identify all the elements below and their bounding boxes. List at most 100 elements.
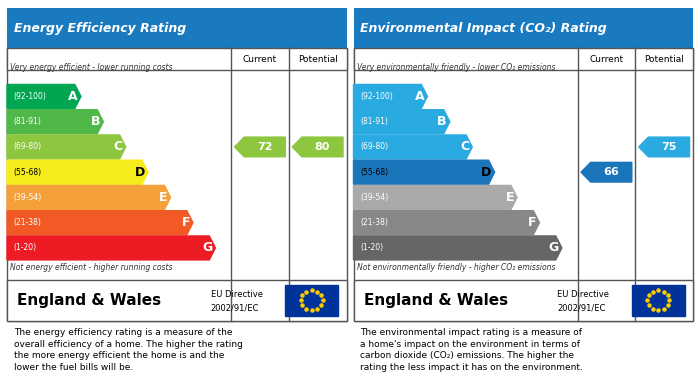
Point: [301, 306, 312, 312]
Text: 2002/91/EC: 2002/91/EC: [211, 303, 259, 313]
Point: [317, 297, 328, 303]
Bar: [7, 48, 346, 70]
Bar: [7, 48, 346, 321]
Point: [648, 289, 659, 295]
Text: (21-38): (21-38): [360, 218, 388, 227]
Text: D: D: [482, 166, 491, 179]
Text: 75: 75: [662, 142, 677, 152]
Polygon shape: [7, 160, 148, 184]
Text: EU Directive: EU Directive: [557, 289, 609, 299]
Polygon shape: [7, 185, 171, 210]
Point: [652, 307, 664, 314]
Point: [642, 297, 653, 303]
Bar: [632, 285, 685, 316]
Text: 2002/91/EC: 2002/91/EC: [557, 303, 606, 313]
Text: The environmental impact rating is a measure of
a home's impact on the environme: The environmental impact rating is a mea…: [360, 328, 583, 372]
Text: (55-68): (55-68): [360, 168, 388, 177]
Text: (81-91): (81-91): [14, 117, 42, 126]
Point: [662, 292, 673, 298]
Polygon shape: [581, 162, 632, 182]
Polygon shape: [354, 185, 517, 210]
Polygon shape: [234, 137, 286, 157]
Text: (81-91): (81-91): [360, 117, 388, 126]
Point: [297, 302, 308, 308]
Text: Very energy efficient - lower running costs: Very energy efficient - lower running co…: [10, 63, 173, 72]
Point: [297, 292, 308, 298]
Polygon shape: [7, 135, 126, 159]
Bar: [354, 48, 693, 70]
Point: [662, 302, 673, 308]
Text: C: C: [113, 140, 122, 153]
Text: B: B: [438, 115, 447, 128]
Text: Potential: Potential: [644, 55, 684, 64]
Text: G: G: [202, 241, 212, 255]
Text: Not environmentally friendly - higher CO₂ emissions: Not environmentally friendly - higher CO…: [357, 263, 555, 272]
Text: B: B: [91, 115, 100, 128]
Point: [306, 307, 317, 314]
Text: Current: Current: [243, 55, 277, 64]
Text: A: A: [415, 90, 424, 103]
Polygon shape: [354, 236, 562, 260]
Text: The energy efficiency rating is a measure of the
overall efficiency of a home. T: The energy efficiency rating is a measur…: [14, 328, 243, 372]
Polygon shape: [638, 137, 690, 157]
Text: F: F: [181, 216, 190, 229]
Text: E: E: [505, 191, 514, 204]
Polygon shape: [292, 137, 343, 157]
Bar: [354, 280, 693, 321]
Text: (21-38): (21-38): [14, 218, 42, 227]
Point: [664, 297, 675, 303]
Polygon shape: [7, 84, 81, 108]
Text: Potential: Potential: [298, 55, 337, 64]
Text: England & Wales: England & Wales: [364, 293, 508, 308]
Text: (39-54): (39-54): [14, 193, 42, 202]
Point: [658, 306, 669, 312]
Bar: [7, 280, 346, 321]
Bar: [354, 48, 693, 321]
Text: (92-100): (92-100): [14, 92, 47, 101]
Text: C: C: [460, 140, 469, 153]
Text: (69-80): (69-80): [360, 142, 388, 151]
Text: F: F: [528, 216, 536, 229]
Bar: [354, 8, 693, 48]
Polygon shape: [354, 135, 472, 159]
Polygon shape: [354, 160, 495, 184]
Polygon shape: [354, 110, 450, 134]
Text: (1-20): (1-20): [360, 244, 384, 253]
Text: Energy Efficiency Rating: Energy Efficiency Rating: [14, 22, 186, 35]
Bar: [286, 285, 338, 316]
Polygon shape: [7, 110, 104, 134]
Text: Environmental Impact (CO₂) Rating: Environmental Impact (CO₂) Rating: [360, 22, 607, 35]
Text: 72: 72: [257, 142, 272, 152]
Point: [316, 302, 327, 308]
Point: [658, 289, 669, 295]
Text: Current: Current: [589, 55, 624, 64]
Point: [312, 306, 323, 312]
Text: 80: 80: [315, 142, 330, 152]
Point: [643, 292, 655, 298]
Text: England & Wales: England & Wales: [18, 293, 161, 308]
Text: (55-68): (55-68): [14, 168, 42, 177]
Polygon shape: [354, 84, 428, 108]
Point: [648, 306, 659, 312]
Text: Not energy efficient - higher running costs: Not energy efficient - higher running co…: [10, 263, 173, 272]
Text: G: G: [549, 241, 559, 255]
Polygon shape: [7, 211, 193, 235]
Bar: [7, 8, 346, 48]
Point: [295, 297, 307, 303]
Text: (92-100): (92-100): [360, 92, 393, 101]
Text: D: D: [135, 166, 145, 179]
Text: E: E: [159, 191, 167, 204]
Point: [652, 287, 664, 293]
Text: Very environmentally friendly - lower CO₂ emissions: Very environmentally friendly - lower CO…: [357, 63, 555, 72]
Polygon shape: [354, 211, 540, 235]
Text: 66: 66: [603, 167, 619, 177]
Point: [312, 289, 323, 295]
Text: A: A: [69, 90, 78, 103]
Point: [301, 289, 312, 295]
Point: [643, 302, 655, 308]
Polygon shape: [7, 236, 216, 260]
Text: EU Directive: EU Directive: [211, 289, 262, 299]
Point: [306, 287, 317, 293]
Text: (39-54): (39-54): [360, 193, 388, 202]
Text: (1-20): (1-20): [14, 244, 37, 253]
